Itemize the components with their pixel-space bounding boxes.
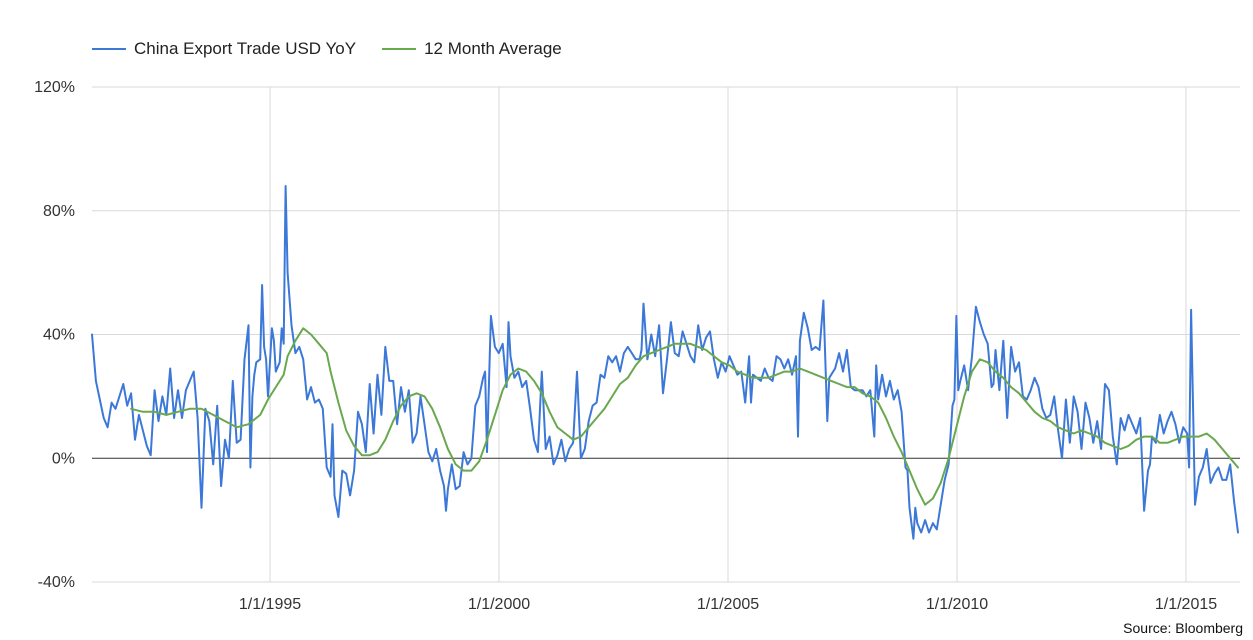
series-lines <box>91 185 1239 540</box>
legend-swatch-average <box>382 48 417 50</box>
legend-label-average: 12 Month Average <box>424 39 562 58</box>
x-tick-label: 1/1/2015 <box>1155 596 1217 613</box>
legend: China Export Trade USD YoY 12 Month Aver… <box>92 38 588 60</box>
legend-swatch-export <box>92 48 126 50</box>
legend-item-export: China Export Trade USD YoY <box>92 39 356 59</box>
x-tick-label: 1/1/2010 <box>926 596 988 613</box>
legend-label-export: China Export Trade USD YoY <box>134 39 357 58</box>
series-line-12-month-average <box>130 327 1239 506</box>
series-line-export-yoy <box>91 185 1239 540</box>
y-tick-label: 0% <box>52 450 75 467</box>
x-tick-label: 1/1/2000 <box>468 596 530 613</box>
y-tick-label: -40% <box>38 574 75 591</box>
y-tick-label: 80% <box>43 203 75 220</box>
x-tick-label: 1/1/1995 <box>239 596 301 613</box>
y-tick-label: 40% <box>43 327 75 344</box>
x-tick-label: 1/1/2005 <box>697 596 759 613</box>
source-note: Source: Bloomberg <box>1123 620 1243 636</box>
legend-item-average: 12 Month Average <box>382 39 562 59</box>
tick-labels: 120% 80% 40% 0% -40% 1/1/1995 1/1/2000 1/1/2005… <box>34 79 1217 613</box>
axes <box>92 457 1240 583</box>
y-tick-label: 120% <box>34 79 75 96</box>
